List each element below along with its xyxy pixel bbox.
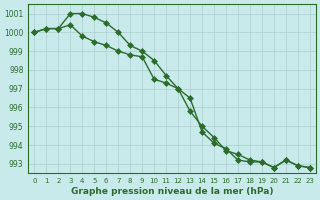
X-axis label: Graphe pression niveau de la mer (hPa): Graphe pression niveau de la mer (hPa) — [71, 187, 273, 196]
